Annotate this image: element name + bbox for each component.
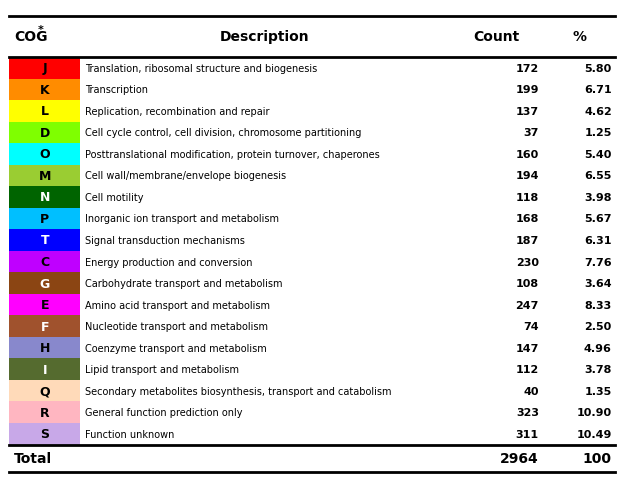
Text: 1.25: 1.25 [585, 128, 612, 138]
Text: K: K [40, 84, 49, 97]
Text: 2.50: 2.50 [585, 321, 612, 332]
Text: O: O [40, 148, 50, 161]
Text: 4.62: 4.62 [584, 106, 612, 117]
Text: 112: 112 [515, 364, 539, 375]
Text: Inorganic ion transport and metabolism: Inorganic ion transport and metabolism [85, 214, 279, 224]
Bar [9, 380, 80, 402]
Bar [9, 208, 80, 230]
Text: P: P [40, 212, 49, 226]
Text: Carbohydrate transport and metabolism: Carbohydrate transport and metabolism [85, 278, 283, 288]
Text: 2964: 2964 [500, 451, 539, 465]
Text: 100: 100 [583, 451, 612, 465]
Text: 8.33: 8.33 [585, 300, 612, 310]
Text: 6.55: 6.55 [585, 171, 612, 181]
Text: *: * [38, 25, 44, 35]
Text: 3.64: 3.64 [584, 278, 612, 288]
Text: Energy production and conversion: Energy production and conversion [85, 257, 253, 267]
Bar [9, 423, 80, 445]
Text: 6.71: 6.71 [584, 85, 612, 95]
Text: F: F [41, 320, 49, 333]
Text: I: I [43, 363, 47, 376]
Text: 4.96: 4.96 [584, 343, 612, 353]
Text: Count: Count [473, 30, 519, 45]
Bar [9, 359, 80, 380]
Text: 323: 323 [516, 408, 539, 417]
Text: Secondary metabolites biosynthesis, transport and catabolism: Secondary metabolites biosynthesis, tran… [85, 386, 392, 396]
Bar [9, 166, 80, 187]
Text: L: L [41, 105, 49, 118]
Text: C: C [40, 256, 49, 269]
Text: 3.98: 3.98 [585, 193, 612, 202]
Text: J: J [43, 62, 47, 75]
Text: 230: 230 [516, 257, 539, 267]
Text: %: % [572, 30, 586, 45]
Text: 1.35: 1.35 [585, 386, 612, 396]
Text: Cell cycle control, cell division, chromosome partitioning: Cell cycle control, cell division, chrom… [85, 128, 362, 138]
Text: 147: 147 [515, 343, 539, 353]
Text: 10.49: 10.49 [577, 429, 612, 439]
Text: 199: 199 [515, 85, 539, 95]
Text: R: R [40, 406, 49, 419]
Bar [9, 337, 80, 359]
Text: Function unknown: Function unknown [85, 429, 175, 439]
Text: Posttranslational modification, protein turnover, chaperones: Posttranslational modification, protein … [85, 150, 380, 160]
Bar [9, 187, 80, 208]
Bar [9, 272, 80, 294]
Text: Description: Description [219, 30, 309, 45]
Text: S: S [40, 427, 49, 440]
Text: 172: 172 [515, 63, 539, 74]
Bar [9, 230, 80, 251]
Text: General function prediction only: General function prediction only [85, 408, 243, 417]
Text: 187: 187 [515, 236, 539, 245]
Bar [9, 316, 80, 337]
Text: H: H [40, 341, 50, 354]
Bar [9, 294, 80, 316]
Text: 247: 247 [515, 300, 539, 310]
Text: M: M [38, 169, 51, 182]
Bar [9, 122, 80, 144]
Bar [9, 144, 80, 166]
Text: Replication, recombination and repair: Replication, recombination and repair [85, 106, 270, 117]
Text: 108: 108 [516, 278, 539, 288]
Text: Coenzyme transport and metabolism: Coenzyme transport and metabolism [85, 343, 267, 353]
Text: Q: Q [40, 384, 50, 397]
Text: COG: COG [14, 30, 48, 45]
Text: Nucleotide transport and metabolism: Nucleotide transport and metabolism [85, 321, 268, 332]
Text: 168: 168 [515, 214, 539, 224]
Bar [9, 251, 80, 272]
Bar [9, 101, 80, 122]
Text: 6.31: 6.31 [585, 236, 612, 245]
Text: 5.67: 5.67 [585, 214, 612, 224]
Text: T: T [41, 234, 49, 247]
Text: 160: 160 [515, 150, 539, 160]
Text: Transcription: Transcription [85, 85, 148, 95]
Text: 118: 118 [515, 193, 539, 202]
Bar [9, 402, 80, 423]
Text: 10.90: 10.90 [577, 408, 612, 417]
Text: Cell wall/membrane/envelope biogenesis: Cell wall/membrane/envelope biogenesis [85, 171, 286, 181]
Text: 74: 74 [523, 321, 539, 332]
Text: N: N [40, 191, 50, 204]
Text: G: G [40, 277, 50, 290]
Text: 137: 137 [516, 106, 539, 117]
Bar [9, 79, 80, 101]
Text: Translation, ribosomal structure and biogenesis: Translation, ribosomal structure and bio… [85, 63, 318, 74]
Text: Signal transduction mechanisms: Signal transduction mechanisms [85, 236, 245, 245]
Text: 5.40: 5.40 [585, 150, 612, 160]
Text: 7.76: 7.76 [584, 257, 612, 267]
Text: 194: 194 [515, 171, 539, 181]
Bar [9, 58, 80, 79]
Text: 40: 40 [523, 386, 539, 396]
Text: Amino acid transport and metabolism: Amino acid transport and metabolism [85, 300, 270, 310]
Text: 37: 37 [523, 128, 539, 138]
Text: Cell motility: Cell motility [85, 193, 144, 202]
Text: 5.80: 5.80 [585, 63, 612, 74]
Text: Total: Total [14, 451, 53, 465]
Text: 311: 311 [516, 429, 539, 439]
Text: 3.78: 3.78 [585, 364, 612, 375]
Text: E: E [41, 299, 49, 311]
Text: D: D [40, 127, 50, 139]
Text: Lipid transport and metabolism: Lipid transport and metabolism [85, 364, 239, 375]
